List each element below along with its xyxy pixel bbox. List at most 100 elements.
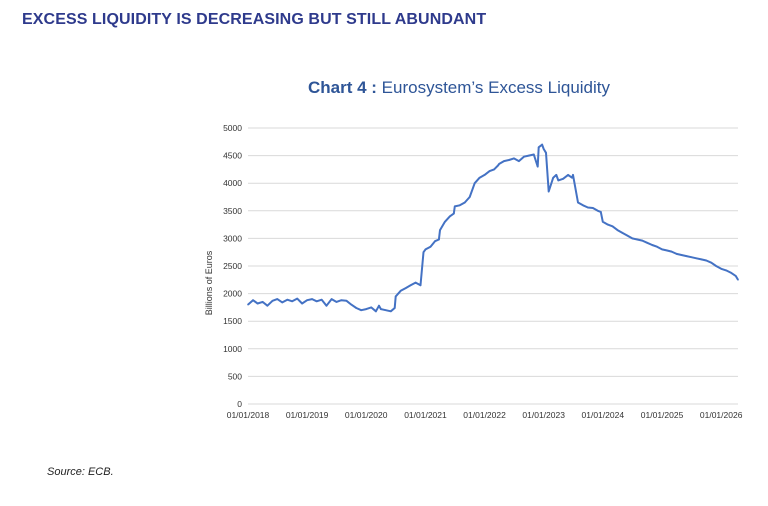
data-point <box>611 225 614 228</box>
data-point <box>449 215 451 218</box>
data-point <box>355 307 358 309</box>
x-tick-label: 01/01/2022 <box>463 410 506 420</box>
data-point <box>552 176 554 179</box>
y-axis-label: Billions of Euros <box>204 250 214 315</box>
data-point <box>464 201 466 204</box>
y-tick-label: 3500 <box>223 206 242 216</box>
y-tick-label: 3000 <box>223 233 242 243</box>
data-point <box>271 300 274 302</box>
data-point <box>656 245 658 248</box>
data-point <box>734 275 737 277</box>
data-point <box>419 284 422 287</box>
chart-title-text: Eurosystem’s Excess Liquidity <box>381 78 611 97</box>
data-point <box>247 303 249 306</box>
data-point <box>636 238 639 241</box>
data-point <box>320 298 323 301</box>
data-point <box>497 164 499 167</box>
data-point <box>700 258 703 261</box>
data-point <box>360 309 363 312</box>
data-point <box>600 211 602 213</box>
data-point <box>542 148 545 150</box>
data-point <box>536 165 539 168</box>
data-point <box>562 178 564 180</box>
data-point <box>409 284 412 287</box>
data-point <box>582 204 584 207</box>
data-point <box>281 301 284 304</box>
data-point <box>438 238 440 241</box>
data-point <box>545 152 547 154</box>
y-tick-label: 4500 <box>223 151 242 161</box>
y-tick-label: 500 <box>228 371 242 381</box>
data-point <box>394 295 397 298</box>
series-group <box>247 143 739 313</box>
data-point <box>533 153 535 156</box>
data-point <box>434 240 436 242</box>
y-tick-labels: 0 500 1000 1500 2000 2500 3000 3500 4000 4500 5000 <box>223 123 242 409</box>
data-point <box>393 307 396 309</box>
data-point <box>385 309 387 312</box>
source-note: Source: ECB. <box>47 466 114 478</box>
data-point <box>473 182 476 184</box>
series-line <box>247 143 739 313</box>
data-point <box>587 206 589 209</box>
x-tick-label: 01/01/2019 <box>286 410 329 420</box>
data-point <box>577 201 579 204</box>
data-point <box>572 174 574 176</box>
data-point <box>518 160 520 162</box>
data-point <box>557 179 560 182</box>
data-point <box>459 204 461 207</box>
data-point <box>350 303 353 306</box>
x-tick-label: 01/01/2025 <box>641 410 684 420</box>
data-point <box>670 250 673 253</box>
data-point <box>607 223 609 226</box>
data-point <box>286 298 289 301</box>
data-point <box>378 304 380 307</box>
data-point <box>454 205 456 208</box>
data-point <box>252 299 254 302</box>
data-point <box>468 196 471 198</box>
data-point <box>296 297 299 300</box>
data-point <box>315 300 318 303</box>
data-point <box>737 279 739 281</box>
data-point <box>256 302 259 305</box>
data-point <box>661 248 663 251</box>
data-point <box>571 176 573 179</box>
y-tick-label: 0 <box>237 399 242 409</box>
data-point <box>602 221 604 223</box>
data-point <box>508 159 510 161</box>
data-point <box>429 245 432 248</box>
data-point <box>291 300 294 303</box>
data-point <box>498 163 501 165</box>
x-tick-label: 01/01/2021 <box>404 410 447 420</box>
data-point <box>404 287 407 289</box>
data-point <box>301 302 303 305</box>
data-point <box>555 174 558 176</box>
data-point <box>626 234 629 237</box>
data-point <box>513 157 515 160</box>
data-point <box>547 190 550 193</box>
x-tick-labels: 01/01/2018 01/01/2019 01/01/2020 01/01/2021… <box>227 410 743 420</box>
data-point <box>725 269 727 272</box>
data-point <box>335 301 338 303</box>
data-point <box>646 242 648 244</box>
y-tick-label: 2000 <box>223 289 242 299</box>
data-point <box>685 255 688 257</box>
data-point <box>715 265 717 267</box>
data-point <box>453 212 455 215</box>
data-point <box>631 237 634 240</box>
x-tick-label: 01/01/2023 <box>522 410 565 420</box>
data-point <box>503 160 505 162</box>
data-point <box>695 257 698 260</box>
x-tick-label: 01/01/2020 <box>345 410 388 420</box>
data-point <box>444 221 446 223</box>
data-point <box>680 254 683 256</box>
y-tick-label: 1000 <box>223 344 242 354</box>
data-point <box>399 290 402 292</box>
headline: EXCESS LIQUIDITY IS DECREASING BUT STILL… <box>22 11 487 28</box>
data-point <box>375 310 377 313</box>
chart-title-prefix: Chart 4 : <box>307 78 377 97</box>
data-point <box>478 176 481 179</box>
data-point <box>493 168 495 171</box>
data-point <box>266 304 269 307</box>
